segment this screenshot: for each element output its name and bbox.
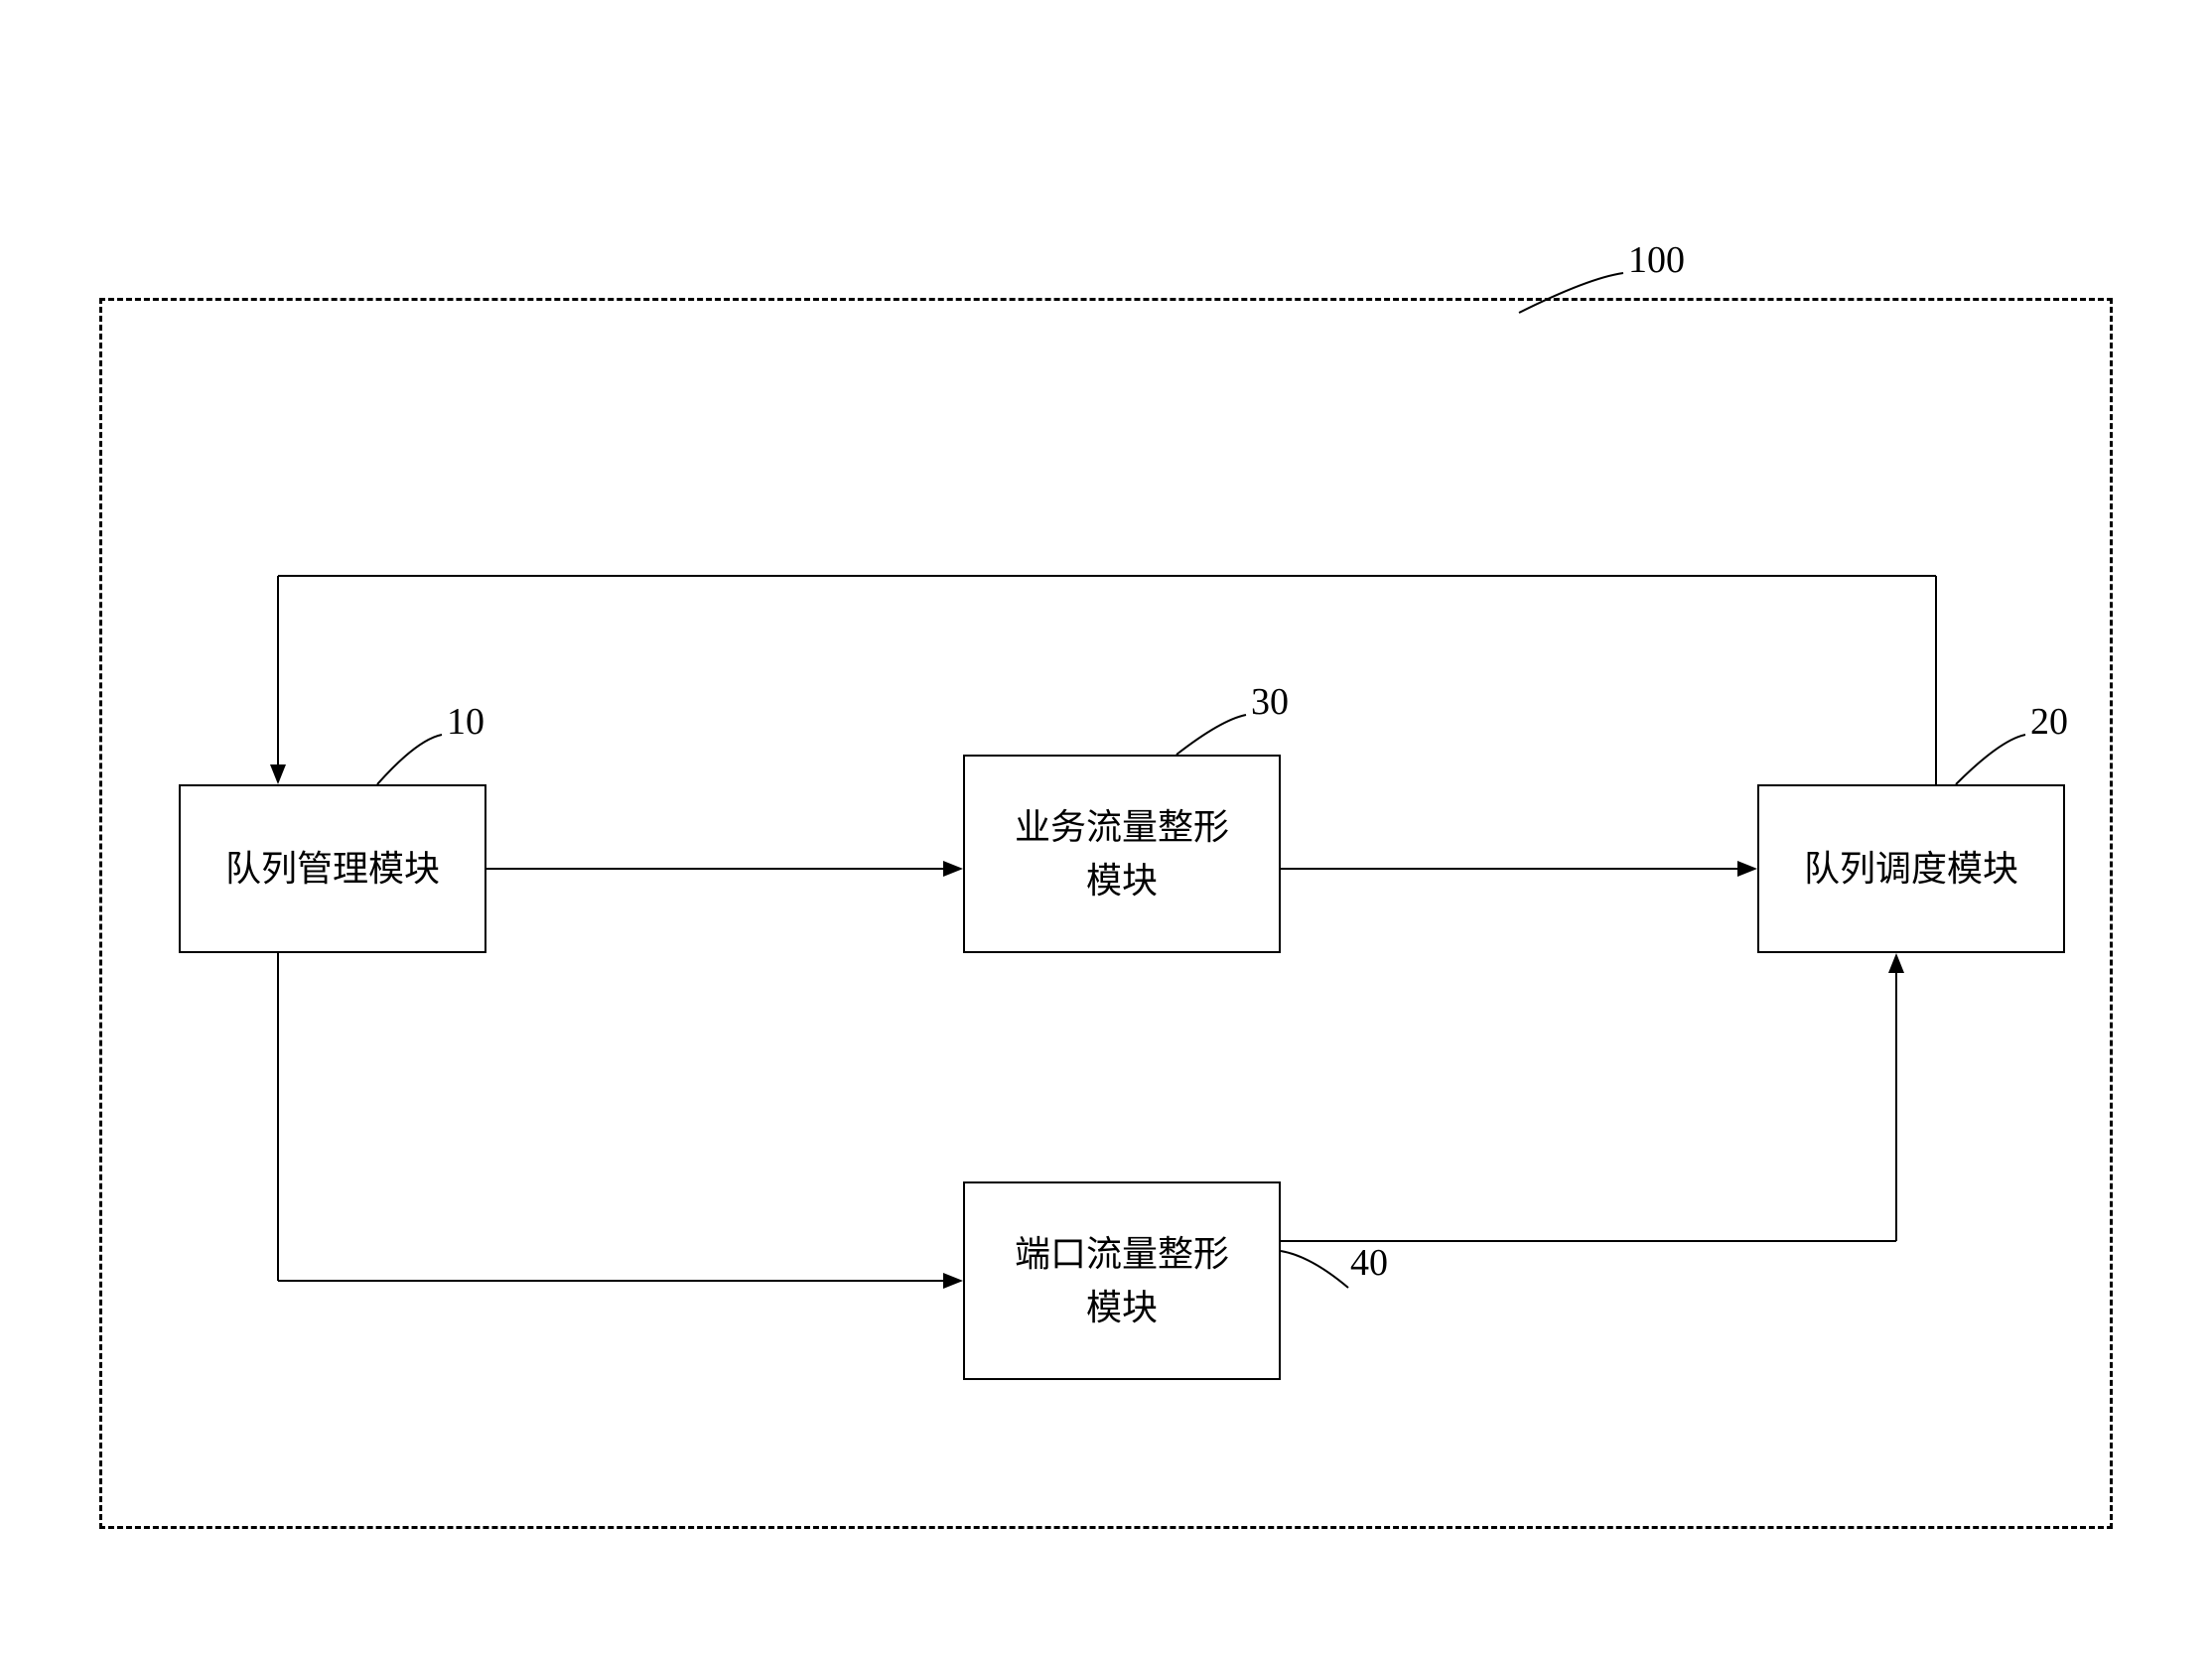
node-queue-scheduling: 队列调度模块 bbox=[1757, 784, 2065, 953]
node-30-text-line1: 业务流量整形 bbox=[1015, 800, 1229, 854]
node-20-label: 20 bbox=[2030, 700, 2068, 744]
node-40-text-line1: 端口流量整形 bbox=[1015, 1227, 1229, 1281]
edge-10-to-30 bbox=[486, 854, 963, 884]
node-queue-management-text: 队列管理模块 bbox=[225, 842, 440, 896]
diagram-container: 100 队列管理模块 10 业务流量整形 模块 30 队列调度模块 20 端口流… bbox=[99, 268, 2113, 1529]
edge-20-to-10-feedback bbox=[268, 566, 1966, 789]
edge-30-to-20 bbox=[1281, 854, 1757, 884]
edge-10-to-40 bbox=[268, 953, 968, 1296]
node-port-traffic-shaping: 端口流量整形 模块 bbox=[963, 1181, 1281, 1380]
node-queue-scheduling-text: 队列调度模块 bbox=[1804, 842, 2018, 896]
node-20-leader bbox=[1956, 725, 2030, 784]
node-queue-management: 队列管理模块 bbox=[179, 784, 486, 953]
edge-40-to-20 bbox=[1281, 953, 1916, 1251]
node-40-leader bbox=[1281, 1246, 1350, 1291]
node-40-text-line2: 模块 bbox=[1015, 1281, 1229, 1334]
node-30-text-line2: 模块 bbox=[1015, 854, 1229, 907]
container-label: 100 bbox=[1628, 238, 1685, 282]
